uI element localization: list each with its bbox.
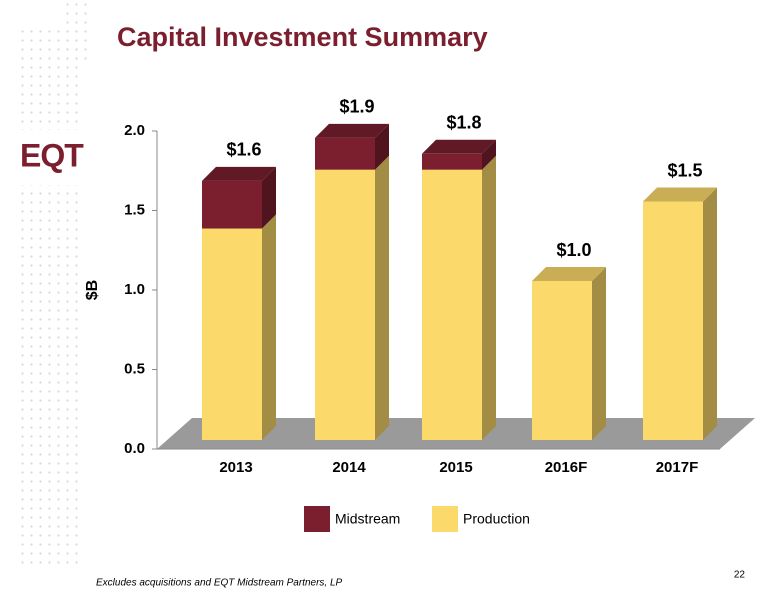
legend-swatch	[432, 506, 458, 532]
total-label: $1.9	[339, 97, 374, 117]
y-tick-label: 1.5	[124, 201, 145, 218]
total-label: $1.0	[556, 240, 591, 260]
dot-pattern	[20, 185, 84, 565]
x-tick-label: 2014	[332, 459, 366, 476]
bar-side	[592, 267, 606, 440]
y-tick-label: 1.0	[124, 281, 145, 298]
slide-title: Capital Investment Summary	[117, 22, 488, 52]
y-axis-label: $B	[84, 280, 101, 300]
bar-side	[482, 139, 496, 170]
x-tick-label: 2013	[219, 459, 252, 476]
bar-segment	[422, 153, 482, 170]
legend-label: Production	[463, 511, 530, 527]
bar-segment	[202, 228, 262, 440]
bar-segment	[315, 137, 375, 170]
x-tick-label: 2015	[439, 459, 472, 476]
total-label: $1.8	[446, 113, 481, 133]
bar-top	[532, 267, 606, 281]
bar-top	[422, 139, 496, 154]
legend-label: Midstream	[335, 511, 400, 527]
bar-side	[262, 166, 276, 229]
legend-swatch	[304, 506, 330, 532]
bar-segment	[643, 201, 703, 440]
bar-side	[375, 155, 389, 440]
bar-side	[482, 155, 496, 440]
footnote: Excludes acquisitions and EQT Midstream …	[96, 578, 343, 589]
dot-pattern	[60, 0, 90, 60]
bar-top	[643, 187, 717, 202]
x-tick-label: 2016F	[545, 459, 588, 476]
bar-segment	[315, 169, 375, 440]
total-label: $1.5	[667, 160, 702, 180]
bar-side	[703, 187, 717, 440]
y-tick-label: 0.5	[124, 360, 145, 377]
logo: EQT	[20, 137, 84, 173]
y-tick-label: 0.0	[124, 440, 145, 457]
bar-top	[202, 166, 276, 181]
bar-side	[375, 123, 389, 170]
bar-segment	[202, 180, 262, 229]
bar-segment	[532, 281, 592, 440]
bar-top	[315, 123, 389, 138]
bar-side	[262, 214, 276, 440]
x-tick-label: 2017F	[656, 459, 699, 476]
bar-segment	[422, 169, 482, 440]
total-label: $1.6	[226, 140, 261, 160]
page-number: 22	[734, 570, 746, 581]
y-tick-label: 2.0	[124, 122, 145, 139]
